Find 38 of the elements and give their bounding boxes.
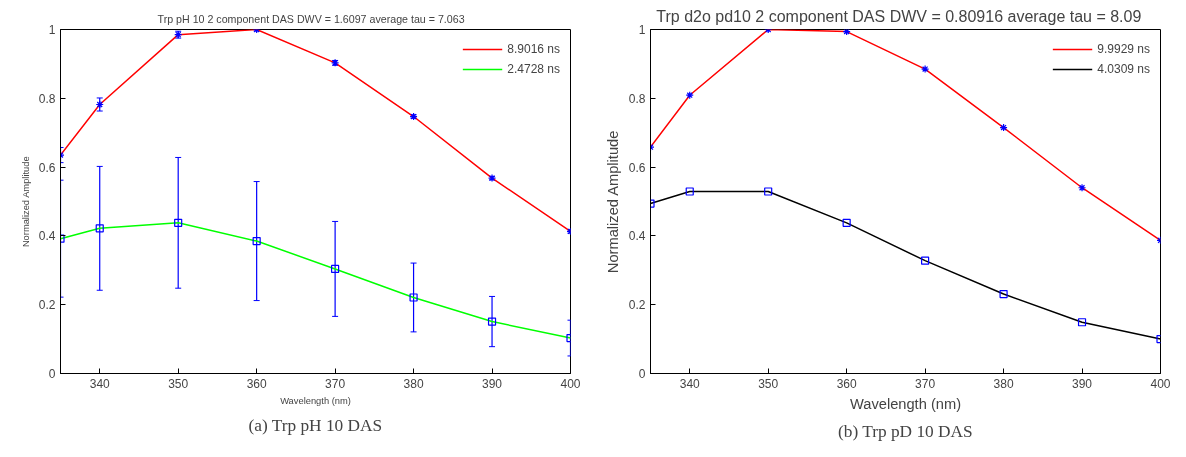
- chart-title: Trp pH 10 2 component DAS DWV = 1.6097 average tau = 7.063: [157, 12, 465, 25]
- y-tick-label: 0.2: [628, 298, 646, 313]
- x-tick-label: 370: [325, 376, 346, 391]
- y-axis-title: Normalized Amplitude: [604, 130, 621, 274]
- x-tick-label: 350: [168, 376, 189, 391]
- y-tick-label: 0.4: [628, 229, 646, 244]
- y-tick-label: 0.6: [38, 160, 56, 175]
- y-tick-label: 0.4: [38, 229, 56, 244]
- x-tick-label: 380: [993, 376, 1014, 391]
- text: (b) Trp pD 10 DAS: [837, 421, 973, 441]
- x-tick-label: 370: [915, 376, 936, 391]
- x-axis-title: Wavelength (nm): [280, 395, 351, 406]
- x-tick-label: 380: [403, 376, 424, 391]
- y-tick-label: 0.8: [628, 91, 646, 106]
- chart-title: Trp d2o pd10 2 component DAS DWV = 0.80916 average tau = 8.09: [656, 7, 1142, 25]
- legend-label: 8.9016 ns: [507, 42, 560, 56]
- x-tick-label: 350: [758, 376, 779, 391]
- x-tick-label: 360: [836, 376, 857, 391]
- x-axis-title: Wavelength (nm): [849, 395, 962, 412]
- y-tick-label: 0.8: [38, 91, 56, 106]
- x-tick-label: 390: [1072, 376, 1093, 391]
- y-tick-label: 0: [638, 367, 646, 381]
- x-tick-label: 390: [482, 376, 503, 391]
- legend-label: 2.4728 ns: [507, 62, 560, 76]
- y-tick-label: 0.2: [38, 298, 56, 313]
- x-tick-label: 400: [1150, 376, 1171, 391]
- y-axis-title: Normalized Amplitude: [20, 156, 31, 248]
- y-tick-label: 0.6: [628, 160, 646, 175]
- x-tick-label: 400: [560, 376, 581, 391]
- legend-label: 9.9929 ns: [1097, 42, 1150, 56]
- x-tick-label: 340: [679, 376, 701, 391]
- legend-label: 4.0309 ns: [1097, 62, 1150, 76]
- x-tick-label: 360: [246, 376, 267, 391]
- y-tick-label: 1: [48, 23, 56, 37]
- text: (a) Trp pH 10 DAS: [248, 415, 383, 435]
- y-tick-label: 0: [48, 367, 56, 381]
- y-tick-label: 1: [638, 23, 646, 37]
- x-tick-label: 340: [89, 376, 111, 391]
